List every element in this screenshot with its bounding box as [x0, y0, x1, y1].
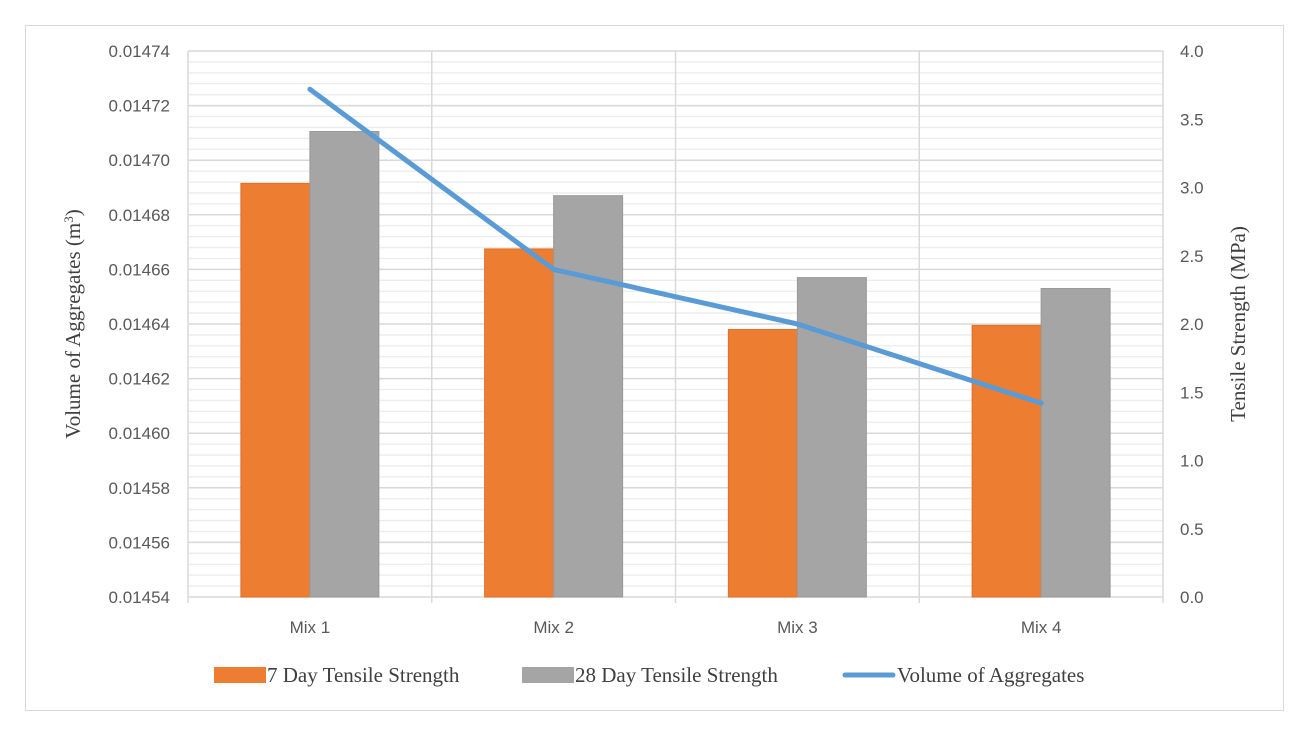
right-axis-tick: 1.0: [1180, 452, 1204, 471]
left-axis-title-part: Volume of Aggregates (m: [61, 223, 85, 439]
left-axis-tick: 0.01460: [109, 424, 170, 443]
bar-7day: [484, 248, 555, 598]
legend-swatch-28day: [522, 667, 574, 683]
bar-7day: [727, 328, 798, 598]
left-axis-tick: 0.01456: [109, 533, 170, 552]
bar-28day: [553, 195, 624, 598]
category-label: Mix 2: [533, 618, 574, 637]
category-label: Mix 3: [777, 618, 818, 637]
legend-swatch-7day: [214, 667, 266, 683]
volume-line: [307, 86, 1044, 406]
bar-28day: [309, 131, 380, 598]
right-axis-tick: 2.5: [1180, 247, 1204, 266]
left-axis-tick: 0.01462: [109, 370, 170, 389]
legend-label-volume: Volume of Aggregates: [897, 663, 1084, 687]
right-axis-tick: 4.0: [1180, 42, 1204, 61]
right-axis-tick: 3.5: [1180, 110, 1204, 129]
right-axis-title: Tensile Strength (MPa): [1226, 226, 1250, 422]
category-label: Mix 1: [290, 618, 331, 637]
left-axis-tick: 0.01454: [109, 588, 170, 607]
bar-28day: [1040, 288, 1111, 598]
legend-label-28day: 28 Day Tensile Strength: [575, 663, 778, 687]
left-axis-tick: 0.01466: [109, 260, 170, 279]
right-axis-tick: 2.0: [1180, 315, 1204, 334]
bar-7day: [240, 182, 311, 598]
legend-label-7day: 7 Day Tensile Strength: [267, 663, 460, 687]
left-axis-tick: 0.01470: [109, 151, 170, 170]
left-axis-tick: 0.01468: [109, 206, 170, 225]
right-axis-tick: 1.5: [1180, 383, 1204, 402]
left-axis-title-part: ): [61, 209, 85, 216]
left-axis-tick: 0.01472: [109, 97, 170, 116]
right-axis-tick: 0.5: [1180, 520, 1204, 539]
left-axis-title-part: 3: [61, 216, 76, 223]
right-axis-tick: 3.0: [1180, 179, 1204, 198]
left-axis-tick: 0.01464: [109, 315, 170, 334]
left-axis-tick: 0.01458: [109, 479, 170, 498]
left-axis-title: Volume of Aggregates (m3): [61, 209, 86, 439]
bar-7day: [971, 324, 1042, 598]
chart-frame: [25, 25, 1284, 711]
right-axis-tick: 0.0: [1180, 588, 1204, 607]
left-axis-tick: 0.01474: [109, 42, 170, 61]
bar-28day: [796, 277, 867, 598]
category-label: Mix 4: [1021, 618, 1062, 637]
